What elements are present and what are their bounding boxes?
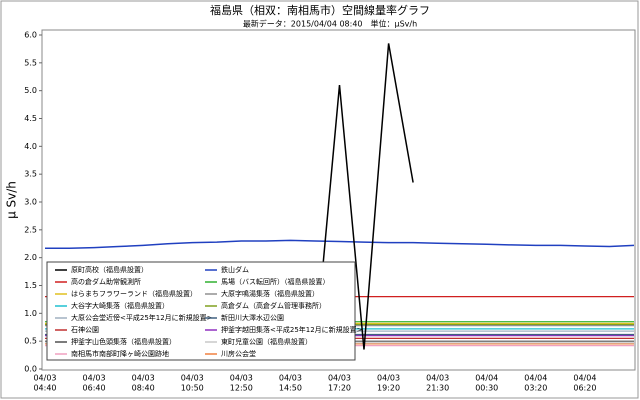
legend-label: 大原字鳴湯集落（福島県設置） bbox=[221, 289, 319, 298]
x-tick-label: 04/03 bbox=[33, 374, 56, 383]
legend-label: 高倉ダム（高倉ダム管理事務所） bbox=[221, 301, 326, 310]
y-tick-label: 3.5 bbox=[24, 170, 37, 179]
legend-label: 原町高校（福島県設置） bbox=[71, 265, 148, 274]
y-tick-label: 2.5 bbox=[24, 225, 37, 234]
y-tick-label: 6.0 bbox=[24, 31, 37, 40]
x-tick-label: 03:20 bbox=[524, 384, 547, 393]
series-line bbox=[45, 239, 635, 249]
y-tick-label: 5.0 bbox=[24, 86, 37, 95]
x-tick-label: 17:20 bbox=[328, 384, 351, 393]
y-tick-label: 5.5 bbox=[24, 58, 37, 67]
x-tick-label: 19:20 bbox=[377, 384, 400, 393]
x-tick-label: 08:40 bbox=[132, 384, 155, 393]
legend-box bbox=[46, 261, 356, 361]
x-tick-label: 04/03 bbox=[230, 374, 253, 383]
x-tick-label: 04/03 bbox=[328, 374, 351, 383]
y-tick-label: 4.0 bbox=[24, 142, 37, 151]
y-tick-label: 3.0 bbox=[24, 198, 37, 207]
y-tick-label: 1.5 bbox=[24, 281, 37, 290]
x-tick-label: 04:40 bbox=[33, 384, 56, 393]
x-tick-label: 04/03 bbox=[426, 374, 449, 383]
legend-label: 東町児童公園（福島県設置） bbox=[221, 337, 312, 346]
legend-label: 川房公会堂 bbox=[221, 349, 256, 358]
x-tick-label: 04/03 bbox=[132, 374, 155, 383]
x-tick-label: 04/04 bbox=[573, 374, 596, 383]
series-line bbox=[314, 43, 414, 353]
x-tick-label: 14:50 bbox=[279, 384, 302, 393]
y-tick-label: 0.5 bbox=[24, 337, 37, 346]
y-tick-label: 1.0 bbox=[24, 309, 37, 318]
legend-label: 大原公会堂近傍<平成25年12月に新規設置> bbox=[71, 313, 213, 322]
chart-title: 福島県（相双：南相馬市）空間線量率グラフ bbox=[210, 3, 430, 17]
x-tick-label: 10:50 bbox=[181, 384, 204, 393]
chart-subtitle: 最新データ：2015/04/04 08:40 単位：μSv/h bbox=[243, 19, 417, 29]
legend-label: 石神公園 bbox=[71, 325, 99, 334]
x-tick-label: 04/03 bbox=[279, 374, 302, 383]
y-tick-label: 4.5 bbox=[24, 114, 37, 123]
x-tick-label: 04/03 bbox=[83, 374, 106, 383]
x-tick-label: 04/03 bbox=[377, 374, 400, 383]
x-tick-label: 12:50 bbox=[230, 384, 253, 393]
legend-label: 高の倉ダム助常観測所 bbox=[71, 277, 141, 286]
legend-label: 新田川大澤水辺公園 bbox=[221, 313, 284, 322]
legend-label: 押釜字山色頭集落（福島県設置） bbox=[71, 337, 176, 346]
y-tick-label: 2.0 bbox=[24, 253, 37, 262]
legend-label: 鉄山ダム bbox=[221, 265, 249, 274]
x-tick-label: 06:40 bbox=[83, 384, 106, 393]
x-tick-label: 04/04 bbox=[524, 374, 547, 383]
x-tick-label: 06:20 bbox=[573, 384, 596, 393]
legend-label: 馬場（バス転回所）（福島県設置） bbox=[221, 277, 330, 286]
legend-label: はらまちフラワーランド（福島県設置） bbox=[71, 289, 197, 298]
x-tick-label: 04/03 bbox=[181, 374, 204, 383]
x-tick-label: 21:30 bbox=[426, 384, 449, 393]
legend-label: 大谷字大崎集落（福島県設置） bbox=[71, 301, 169, 310]
x-tick-label: 04/04 bbox=[475, 374, 498, 383]
y-tick-label: 0.0 bbox=[24, 365, 37, 374]
legend-label: 南相馬市南部町降ヶ崎公園跡地 bbox=[71, 349, 169, 358]
legend-label: 押釜字越田集落<平成25年12月に新規設置> bbox=[221, 325, 363, 334]
y-axis-label: μ Sv/h bbox=[5, 181, 19, 219]
x-tick-label: 00:30 bbox=[475, 384, 498, 393]
